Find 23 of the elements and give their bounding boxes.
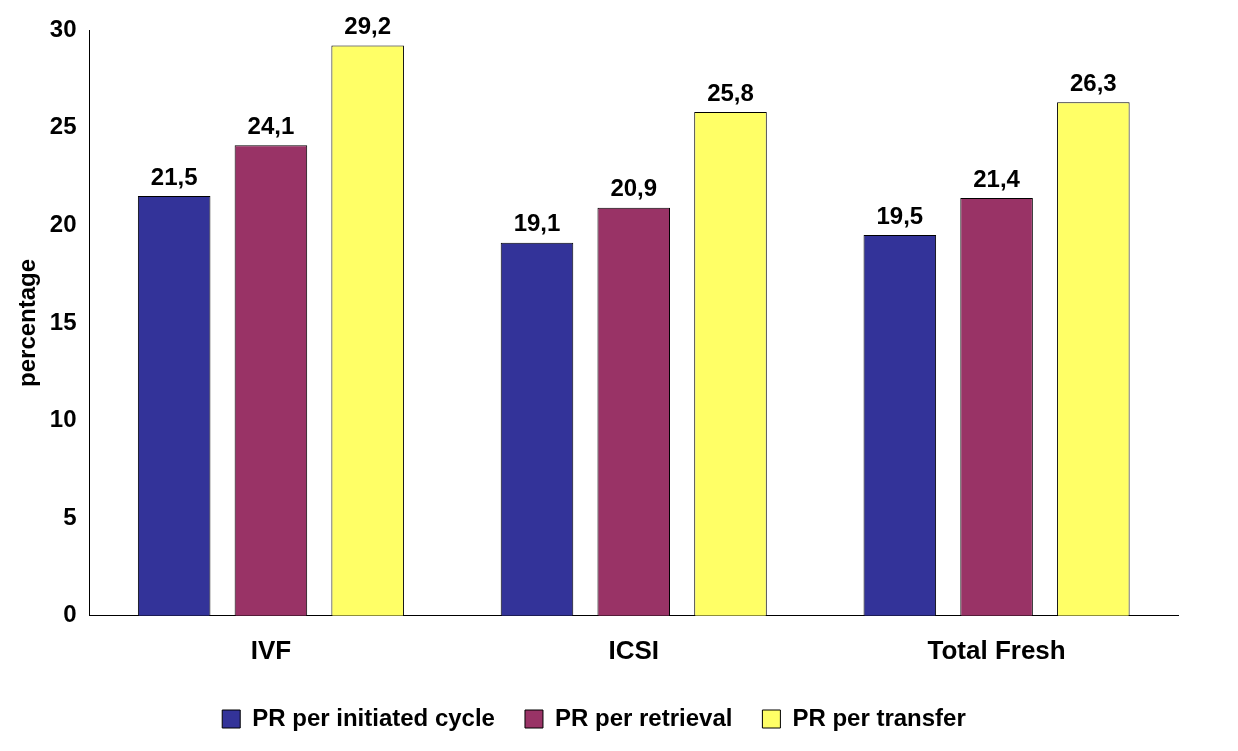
y-tick-label: 20 [49,209,77,237]
data-label: 19,5 [876,201,924,229]
data-label: 26,3 [1069,68,1117,96]
data-label: 19,1 [513,209,561,237]
data-label: 20,9 [610,174,658,202]
x-tick-label: ICSI [608,634,660,665]
y-tick-label: 15 [49,307,77,335]
x-tick-label: Total Fresh [927,634,1066,665]
data-label: 25,8 [707,78,754,106]
x-tick-label: IVF [250,634,292,665]
y-tick-label: 25 [49,112,77,140]
y-tick-label: 5 [63,502,77,530]
data-label: 21,4 [973,164,1021,192]
data-label: 21,5 [150,162,198,190]
y-tick-label: 10 [49,405,77,433]
y-tick-label: 0 [63,600,77,628]
data-label: 24,1 [247,111,295,139]
legend-label: PR per retrieval [554,703,733,731]
y-tick-label: 30 [49,14,77,42]
legend-label: PR per initiated cycle [252,703,495,731]
y-axis-title: percentage [13,258,41,387]
legend-label: PR per transfer [792,703,966,731]
data-label: 29,2 [344,12,392,40]
